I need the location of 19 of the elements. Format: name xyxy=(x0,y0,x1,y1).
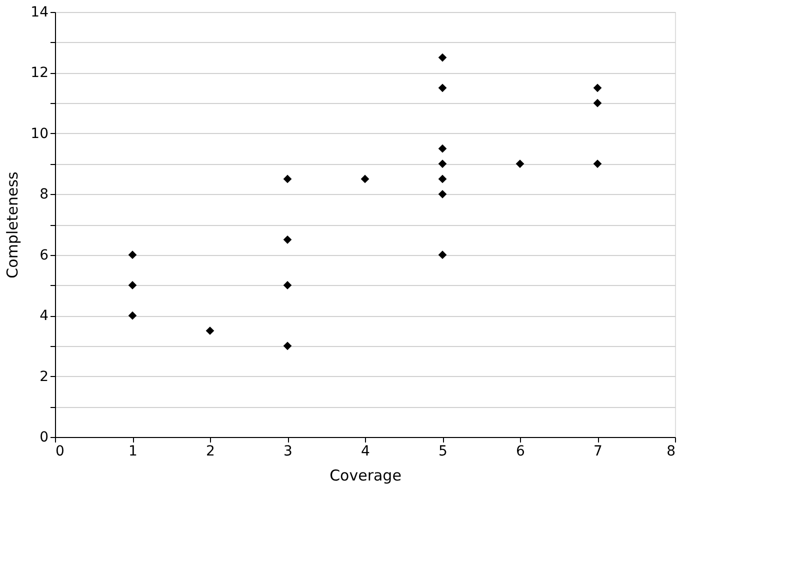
x-tick-label: 0 xyxy=(56,444,64,460)
y-tick-label: 12 xyxy=(30,65,48,82)
y-tick-label: 10 xyxy=(30,126,48,142)
x-axis-title: Coverage xyxy=(330,466,402,484)
y-axis-title: Completeness xyxy=(4,171,22,278)
y-tick-label: 0 xyxy=(40,430,48,446)
y-tick-label: 8 xyxy=(40,186,48,203)
x-tick-label: 3 xyxy=(284,444,292,460)
x-tick-label: 7 xyxy=(594,444,602,460)
x-tick-label: 2 xyxy=(206,444,215,460)
y-tick-label: 4 xyxy=(40,308,49,324)
x-tick-label: 6 xyxy=(516,444,526,460)
x-tick-label: 8 xyxy=(666,444,676,460)
x-tick-label: 4 xyxy=(361,444,370,460)
y-tick-label: 2 xyxy=(40,368,48,385)
x-tick-label: 5 xyxy=(438,444,448,460)
y-tick-label: 14 xyxy=(30,4,49,20)
y-tick-label: 6 xyxy=(40,247,49,264)
x-tick-label: 1 xyxy=(128,444,138,460)
